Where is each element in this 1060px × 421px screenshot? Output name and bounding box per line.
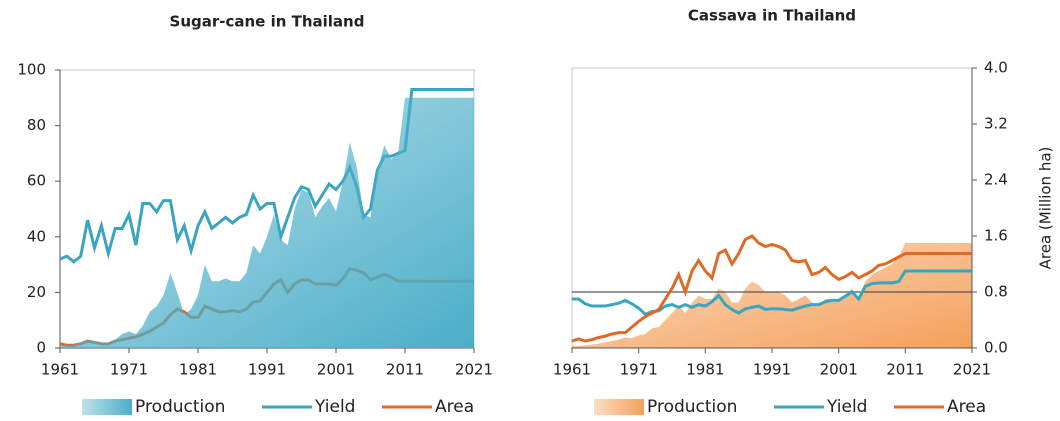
y-tick-label: 100 bbox=[17, 61, 46, 79]
y2-tick-label: 4.0 bbox=[984, 59, 1008, 77]
x-tick-label: 1971 bbox=[110, 361, 148, 379]
x-tick-label: 1961 bbox=[553, 361, 591, 379]
area-series bbox=[60, 97, 474, 348]
x-tick-label: 1961 bbox=[41, 361, 79, 379]
y-tick-label: 60 bbox=[27, 172, 46, 190]
x-tick-label: 1971 bbox=[620, 361, 658, 379]
y2-tick-label: 0.0 bbox=[984, 339, 1008, 357]
area-series bbox=[572, 243, 972, 348]
legend-swatch bbox=[82, 399, 132, 415]
x-tick-label: 2021 bbox=[953, 361, 991, 379]
x-tick-label: 1991 bbox=[753, 361, 791, 379]
legend-label: Production bbox=[135, 397, 225, 417]
legend-label: Yield bbox=[314, 397, 355, 417]
chart-title: Cassava in Thailand bbox=[688, 7, 856, 25]
x-tick-label: 2021 bbox=[455, 361, 493, 379]
legend-label: Production bbox=[647, 397, 737, 417]
y2-tick-label: 3.2 bbox=[984, 115, 1008, 133]
line-series bbox=[571, 234, 972, 343]
y2-axis-title: Area (Million ha) bbox=[1037, 147, 1055, 270]
x-tick-label: 1981 bbox=[179, 361, 217, 379]
x-tick-label: 2001 bbox=[820, 361, 858, 379]
y-tick-label: 20 bbox=[27, 283, 46, 301]
legend-label: Yield bbox=[826, 397, 867, 417]
y2-tick-label: 0.8 bbox=[984, 283, 1008, 301]
y-tick-label: 80 bbox=[27, 116, 46, 134]
y2-tick-label: 1.6 bbox=[984, 227, 1008, 245]
x-tick-label: 2011 bbox=[886, 361, 924, 379]
x-tick-label: 2001 bbox=[317, 361, 355, 379]
y2-tick-label: 2.4 bbox=[984, 171, 1008, 189]
chart-title: Sugar-cane in Thailand bbox=[170, 13, 365, 31]
legend-label: Area bbox=[947, 397, 986, 417]
legend-label: Area bbox=[435, 397, 474, 417]
y-tick-label: 40 bbox=[27, 227, 46, 245]
x-tick-label: 2011 bbox=[386, 361, 424, 379]
x-tick-label: 1991 bbox=[248, 361, 286, 379]
legend-swatch bbox=[594, 399, 644, 415]
x-tick-label: 1981 bbox=[686, 361, 724, 379]
y-tick-label: 0 bbox=[36, 339, 46, 357]
line-series bbox=[572, 269, 972, 317]
